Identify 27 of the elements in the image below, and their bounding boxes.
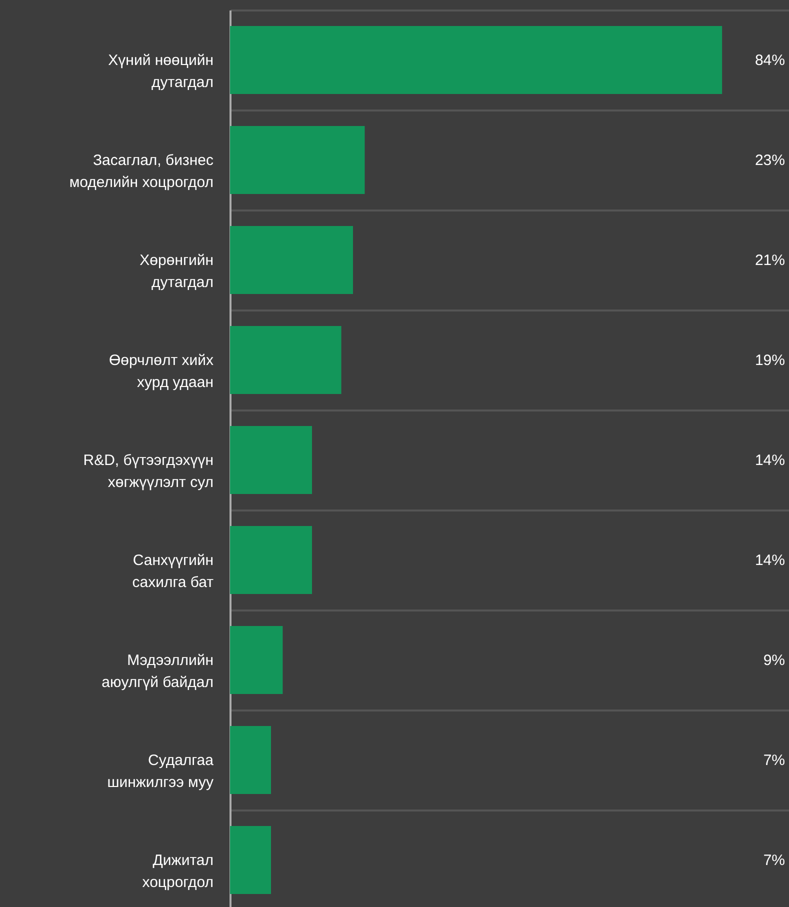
bar xyxy=(230,526,312,594)
data-label: 84% xyxy=(754,52,785,69)
bar xyxy=(230,626,283,694)
y-tick-label: Мэдээллийн аюулгүй байдал xyxy=(102,652,214,691)
data-label: 14% xyxy=(754,552,785,569)
y-tick-label: Өөрчлөлт хийх хурд удаан xyxy=(109,352,214,391)
y-tick-label: Хөрөнгийн дутагдал xyxy=(140,252,214,291)
y-tick-label: Дижитал хоцрогдол xyxy=(142,852,214,891)
data-label: 19% xyxy=(754,352,785,369)
data-label: 7% xyxy=(763,752,785,769)
bar xyxy=(230,426,312,494)
y-tick-label: R&D, бүтээгдэхүүн хөгжүүлэлт сул xyxy=(83,452,214,491)
data-label: 21% xyxy=(754,252,785,269)
data-label: 14% xyxy=(754,452,785,469)
data-label: 9% xyxy=(763,652,785,669)
data-label: 23% xyxy=(754,152,785,169)
y-tick-label: Судалгаа шинжилгээ муу xyxy=(107,752,214,791)
y-tick-label: Хүний нөөцийн дутагдал xyxy=(108,52,214,91)
bar xyxy=(230,226,354,294)
y-tick-label: Засаглал, бизнес моделийн хоцрогдол xyxy=(69,152,214,191)
bar xyxy=(230,126,365,194)
bar xyxy=(230,726,272,794)
data-label: 7% xyxy=(763,852,785,869)
y-tick-label: Санхүүгийн сахилга бат xyxy=(132,552,214,591)
bar xyxy=(230,826,272,894)
bar xyxy=(230,326,342,394)
bar xyxy=(230,26,722,94)
